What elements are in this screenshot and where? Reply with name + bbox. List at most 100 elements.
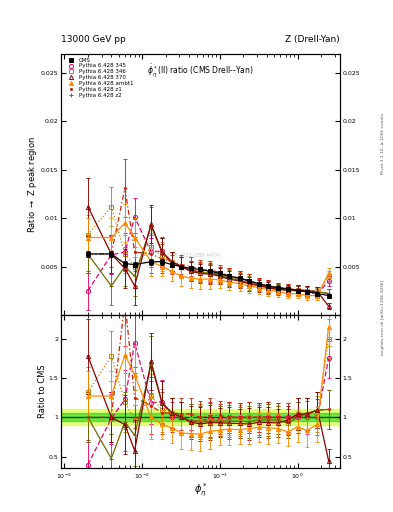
Pythia 6.428 370 [295,287,300,293]
Pythia 6.428 z2 [109,283,114,289]
Text: Z (Drell-Yan): Z (Drell-Yan) [285,34,340,44]
CMS [132,262,137,268]
Pythia 6.428 346 [149,244,153,250]
Pythia 6.428 z1 [188,264,193,270]
Pythia 6.428 345 [286,286,290,292]
Pythia 6.428 345 [266,283,271,289]
Pythia 6.428 346 [286,288,290,294]
Pythia 6.428 370 [276,287,281,293]
Pythia 6.428 z2 [257,282,262,288]
Pythia 6.428 ambt1 [179,273,184,279]
Pythia 6.428 346 [132,264,137,270]
Y-axis label: Ratio to CMS: Ratio to CMS [38,365,47,418]
Pythia 6.428 z1 [315,289,320,295]
Pythia 6.428 z1 [109,251,114,257]
Pythia 6.428 z2 [149,223,153,229]
Pythia 6.428 346 [257,281,262,287]
CMS [266,283,271,289]
CMS [123,261,127,267]
Pythia 6.428 z1 [208,267,213,273]
CMS [295,288,300,294]
CMS [169,262,174,268]
Pythia 6.428 z2 [266,284,271,290]
Pythia 6.428 z2 [188,267,193,273]
Pythia 6.428 z1 [266,283,271,289]
Pythia 6.428 370 [86,203,90,209]
Pythia 6.428 z2 [276,286,281,292]
Pythia 6.428 z1 [123,185,127,191]
Pythia 6.428 370 [218,273,222,279]
Pythia 6.428 z2 [286,288,290,294]
Pythia 6.428 345 [315,290,320,296]
Pythia 6.428 345 [198,268,203,274]
Pythia 6.428 z1 [160,255,164,262]
Pythia 6.428 ambt1 [149,259,153,265]
Pythia 6.428 346 [266,284,271,290]
Pythia 6.428 z1 [169,259,174,265]
Pythia 6.428 346 [123,251,127,257]
Pythia 6.428 370 [179,264,184,270]
Pythia 6.428 370 [160,249,164,255]
Pythia 6.428 z1 [304,288,309,294]
Pythia 6.428 346 [226,274,231,280]
Pythia 6.428 z2 [226,275,231,281]
Pythia 6.428 z2 [123,264,127,270]
Pythia 6.428 ambt1 [257,285,262,291]
Pythia 6.428 z2 [86,251,90,257]
Pythia 6.428 346 [237,276,242,282]
Pythia 6.428 345 [304,289,309,295]
Pythia 6.428 345 [208,269,213,275]
Pythia 6.428 346 [326,273,331,279]
Pythia 6.428 ambt1 [286,290,290,296]
Pythia 6.428 346 [295,287,300,293]
Pythia 6.428 370 [198,270,203,276]
Pythia 6.428 ambt1 [109,234,114,241]
Pythia 6.428 z1 [179,262,184,268]
Pythia 6.428 z1 [86,251,90,257]
Pythia 6.428 ambt1 [315,292,320,298]
Text: mcplots.cern.ch [arXiv:1306.3436]: mcplots.cern.ch [arXiv:1306.3436] [381,280,385,355]
Pythia 6.428 346 [160,254,164,260]
Pythia 6.428 z2 [169,259,174,265]
Pythia 6.428 z2 [315,289,320,295]
X-axis label: $\phi^*_{\eta}$: $\phi^*_{\eta}$ [194,482,207,499]
Pythia 6.428 z2 [304,288,309,294]
Pythia 6.428 ambt1 [237,281,242,287]
Pythia 6.428 345 [109,252,114,258]
Pythia 6.428 346 [247,278,252,284]
CMS [257,281,262,287]
CMS [276,285,281,291]
Pythia 6.428 370 [286,287,290,293]
Pythia 6.428 370 [132,283,137,289]
CMS [226,273,231,279]
Pythia 6.428 ambt1 [276,289,281,295]
CMS [188,265,193,271]
Pythia 6.428 346 [109,203,114,209]
Pythia 6.428 346 [169,259,174,265]
CMS [86,251,90,257]
Pythia 6.428 z1 [276,285,281,291]
Pythia 6.428 ambt1 [208,276,213,282]
CMS [109,251,114,257]
Pythia 6.428 345 [160,248,164,254]
Pythia 6.428 346 [304,288,309,294]
Pythia 6.428 346 [86,231,90,238]
Pythia 6.428 345 [149,249,153,255]
CMS [149,259,153,265]
Pythia 6.428 345 [188,267,193,273]
Pythia 6.428 z2 [198,269,203,275]
Pythia 6.428 345 [132,214,137,220]
Pythia 6.428 z2 [247,280,252,286]
Pythia 6.428 ambt1 [295,290,300,296]
Pythia 6.428 346 [198,268,203,274]
Pythia 6.428 ambt1 [266,287,271,293]
CMS [326,292,331,298]
Pythia 6.428 z2 [132,273,137,279]
Pythia 6.428 370 [208,271,213,278]
Line: CMS: CMS [86,252,331,297]
Pythia 6.428 370 [109,251,114,257]
Pythia 6.428 z2 [295,288,300,294]
Pythia 6.428 346 [218,272,222,279]
Pythia 6.428 ambt1 [304,292,309,298]
Pythia 6.428 345 [247,278,252,284]
